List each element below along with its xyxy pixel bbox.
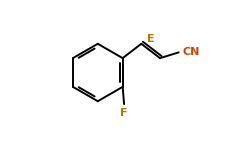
Text: CN: CN [181, 47, 199, 57]
Text: F: F [120, 108, 127, 118]
Text: E: E [146, 35, 154, 45]
